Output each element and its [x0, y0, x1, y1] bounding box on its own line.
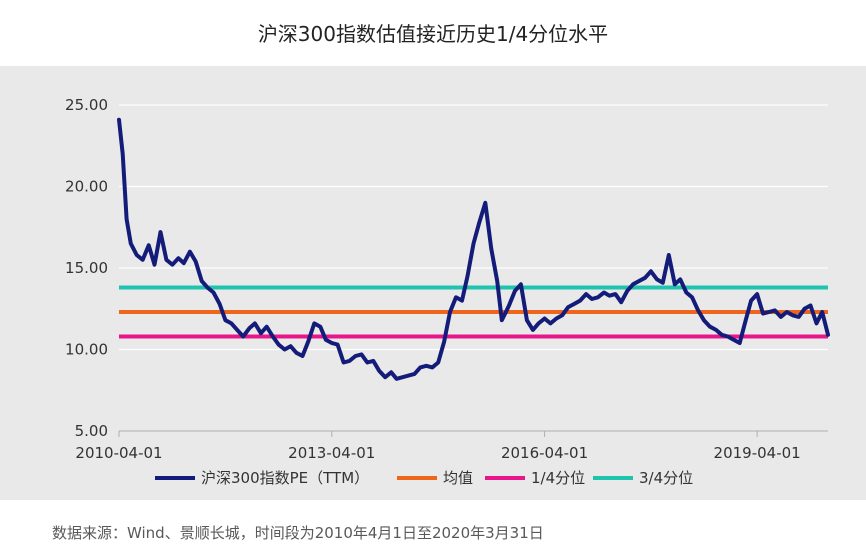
grid-lines: [119, 104, 828, 351]
chart-title: 沪深300指数估值接近历史1/4分位水平: [257, 22, 609, 46]
y-tick-label: 10.00: [65, 341, 108, 359]
pe-line-chart: 5.00 10.00 15.00 20.00 25.00 2010-04-01 2013-0…: [65, 96, 830, 487]
pe-ttm-line: [117, 117, 830, 381]
y-tick-label: 20.00: [65, 178, 108, 196]
x-tick-label: 2010-04-01: [75, 444, 162, 462]
x-tick-label: 2013-04-01: [288, 444, 375, 462]
legend: 沪深300指数PE（TTM） 均值 1/4分位 3/4分位: [155, 469, 693, 487]
y-tick-label: 5.00: [75, 422, 108, 440]
series-lines: [117, 117, 830, 381]
legend-label: 均值: [443, 469, 473, 487]
legend-label: 沪深300指数PE（TTM）: [201, 469, 369, 487]
reference-lines: [119, 285, 828, 339]
legend-label: 3/4分位: [639, 469, 693, 487]
chart-panel: 5.00 10.00 15.00 20.00 25.00 2010-04-01 2013-0…: [0, 66, 866, 500]
x-tick-label: 2019-04-01: [714, 444, 801, 462]
y-tick-label: 25.00: [65, 96, 108, 114]
source-note: 数据来源：Wind、景顺长城，时间段为2010年4月1日至2020年3月31日: [52, 524, 544, 542]
axes: 5.00 10.00 15.00 20.00 25.00 2010-04-01 2013-0…: [65, 96, 828, 462]
x-tick-label: 2016-04-01: [501, 444, 588, 462]
y-tick-label: 15.00: [65, 259, 108, 277]
legend-label: 1/4分位: [531, 469, 585, 487]
